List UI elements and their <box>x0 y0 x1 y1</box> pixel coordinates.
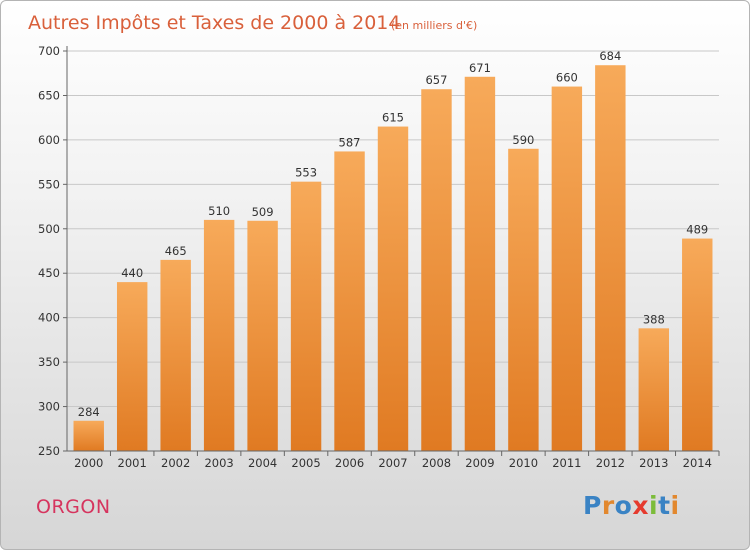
chart-title: Autres Impôts et Taxes de 2000 à 2014 <box>28 12 401 34</box>
bar-value-label: 284 <box>78 405 100 419</box>
bar[interactable] <box>116 282 148 451</box>
bar[interactable] <box>203 219 235 451</box>
brand-letter: o <box>614 491 633 520</box>
x-tick-label: 2014 <box>683 456 712 470</box>
y-tick-label: 250 <box>38 444 60 458</box>
brand-letter: i <box>649 491 659 520</box>
x-tick-label: 2010 <box>509 456 538 470</box>
bar-value-label: 465 <box>165 244 187 258</box>
bars <box>73 65 713 452</box>
bar-value-label: 587 <box>339 135 361 149</box>
bar-value-label: 657 <box>425 73 447 87</box>
bar[interactable] <box>377 126 409 452</box>
y-tick-label: 500 <box>38 222 60 236</box>
bar[interactable] <box>290 181 322 451</box>
value-labels: 284 440 465 510 509 553 587 615 657 671 590 660 684 3… <box>78 49 708 419</box>
y-tick-label: 600 <box>38 133 60 147</box>
x-tick-label: 2004 <box>248 456 277 470</box>
y-tick-label: 300 <box>38 400 60 414</box>
brand-letter: t <box>658 491 671 520</box>
x-tick-label: 2009 <box>465 456 494 470</box>
bar[interactable] <box>638 328 670 451</box>
bar-value-label: 590 <box>512 133 534 147</box>
brand-letter: P <box>583 491 602 520</box>
bar[interactable] <box>73 420 104 451</box>
x-tick-label: 2011 <box>552 456 581 470</box>
y-tick-label: 400 <box>38 311 60 325</box>
x-tick-label: 2012 <box>596 456 625 470</box>
x-tick-label: 2005 <box>291 456 320 470</box>
bar[interactable] <box>682 238 713 451</box>
y-tick-label: 650 <box>38 88 60 102</box>
bar-value-label: 510 <box>208 204 230 218</box>
bar[interactable] <box>551 86 583 452</box>
bar[interactable] <box>464 76 496 452</box>
x-axis-ticks: 2000 2001 2002 2003 2004 2005 2006 2007 2008 2009… <box>74 451 720 470</box>
y-tick-label: 700 <box>38 44 60 58</box>
bar[interactable] <box>508 148 539 451</box>
y-tick-label: 450 <box>38 266 60 280</box>
x-tick-label: 2007 <box>378 456 407 470</box>
bar-value-label: 553 <box>295 166 317 180</box>
y-tick-label: 350 <box>38 355 60 369</box>
x-tick-label: 2002 <box>161 456 190 470</box>
bar-value-label: 509 <box>252 205 274 219</box>
bar-value-label: 660 <box>556 71 578 85</box>
bar-value-label: 489 <box>686 223 708 237</box>
x-tick-label: 2008 <box>422 456 451 470</box>
bar-value-label: 440 <box>121 266 143 280</box>
brand-letter: x <box>632 491 649 520</box>
bar[interactable] <box>421 89 452 451</box>
bar[interactable] <box>595 65 626 451</box>
bar[interactable] <box>160 259 191 451</box>
y-axis-ticks: 250 300 350 400 450 500 550 600 650 700 <box>38 44 67 458</box>
bar-value-label: 684 <box>599 49 621 63</box>
x-tick-label: 2000 <box>74 456 103 470</box>
bar[interactable] <box>334 151 365 451</box>
chart-subtitle: (en milliers d'€) <box>391 19 477 32</box>
bar-value-label: 615 <box>382 111 404 125</box>
bar-value-label: 388 <box>643 312 665 326</box>
x-tick-label: 2003 <box>204 456 233 470</box>
place-name: ORGON <box>36 496 111 518</box>
brand-letter: i <box>670 491 680 520</box>
brand-logo[interactable]: Proxiti <box>583 491 680 520</box>
bar[interactable] <box>247 220 278 451</box>
bar-value-label: 671 <box>469 61 491 75</box>
x-tick-label: 2001 <box>118 456 147 470</box>
brand-letter: r <box>601 491 615 520</box>
x-tick-label: 2013 <box>639 456 668 470</box>
x-tick-label: 2006 <box>335 456 364 470</box>
y-tick-label: 550 <box>38 177 60 191</box>
